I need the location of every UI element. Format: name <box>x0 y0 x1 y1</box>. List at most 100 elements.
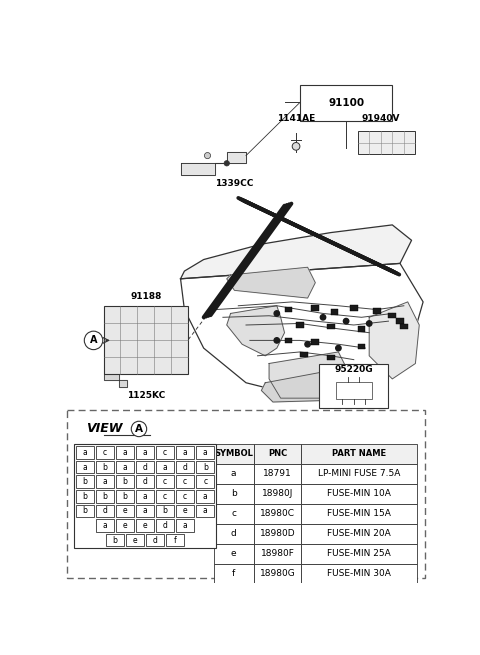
Text: c: c <box>183 477 187 486</box>
Bar <box>214 464 254 483</box>
Text: 91100: 91100 <box>328 98 364 108</box>
Bar <box>76 490 94 502</box>
Polygon shape <box>180 225 411 279</box>
Text: 91940V: 91940V <box>361 114 400 123</box>
Text: FUSE-MIN 10A: FUSE-MIN 10A <box>327 489 391 498</box>
Text: d: d <box>143 477 147 486</box>
Bar <box>136 505 154 517</box>
Text: e: e <box>123 521 127 530</box>
Circle shape <box>367 321 372 326</box>
Text: 18980C: 18980C <box>260 509 295 518</box>
Bar <box>214 523 254 544</box>
Text: d: d <box>231 529 237 538</box>
Text: b: b <box>83 492 87 501</box>
Bar <box>214 483 254 504</box>
Text: d: d <box>153 536 157 545</box>
Text: b: b <box>83 506 87 515</box>
Bar <box>350 305 358 310</box>
Bar <box>156 461 174 474</box>
Bar <box>214 564 254 584</box>
Text: a: a <box>203 448 207 457</box>
Text: a: a <box>83 448 87 457</box>
Polygon shape <box>227 267 315 298</box>
Bar <box>254 504 301 523</box>
Text: f: f <box>174 536 177 545</box>
Bar <box>214 443 254 464</box>
Bar <box>312 339 319 345</box>
Bar <box>196 476 214 488</box>
Circle shape <box>305 341 310 347</box>
Text: a: a <box>203 492 207 501</box>
Bar <box>396 318 404 324</box>
Text: a: a <box>103 477 108 486</box>
Polygon shape <box>104 373 127 387</box>
Text: 91188: 91188 <box>130 292 162 301</box>
Polygon shape <box>227 306 285 356</box>
Text: d: d <box>163 521 168 530</box>
Bar <box>301 564 417 584</box>
Text: FUSE-MIN 30A: FUSE-MIN 30A <box>327 569 391 578</box>
Bar <box>301 443 417 464</box>
Bar <box>358 344 365 349</box>
Text: VIEW: VIEW <box>86 422 123 436</box>
Text: a: a <box>83 462 87 472</box>
Text: c: c <box>183 492 187 501</box>
Bar <box>254 564 301 584</box>
Text: a: a <box>183 521 188 530</box>
Text: a: a <box>143 492 147 501</box>
Bar <box>136 490 154 502</box>
Bar <box>176 519 194 532</box>
Bar <box>156 446 174 458</box>
Circle shape <box>204 153 211 159</box>
Bar <box>301 464 417 483</box>
Text: e: e <box>183 506 188 515</box>
Circle shape <box>320 314 326 320</box>
Bar <box>116 490 134 502</box>
Bar <box>126 534 144 546</box>
Circle shape <box>224 160 229 166</box>
Circle shape <box>292 143 300 150</box>
Bar <box>96 490 114 502</box>
Bar <box>176 476 194 488</box>
Bar <box>301 523 417 544</box>
Bar <box>300 84 392 121</box>
Bar <box>196 505 214 517</box>
Bar <box>327 324 335 329</box>
Bar <box>196 461 214 474</box>
Text: 18980G: 18980G <box>260 569 296 578</box>
Bar <box>214 504 254 523</box>
Text: a: a <box>143 506 147 515</box>
Circle shape <box>84 331 103 350</box>
Polygon shape <box>269 352 346 398</box>
Text: 18980F: 18980F <box>261 549 295 558</box>
Text: c: c <box>163 492 167 501</box>
Bar <box>136 461 154 474</box>
Text: c: c <box>163 448 167 457</box>
Bar <box>301 483 417 504</box>
Text: b: b <box>163 506 168 515</box>
Circle shape <box>131 421 147 437</box>
Bar <box>254 464 301 483</box>
Bar <box>331 309 338 314</box>
Bar <box>196 490 214 502</box>
Text: e: e <box>143 521 147 530</box>
Text: 95220G: 95220G <box>335 365 373 374</box>
Text: b: b <box>123 477 128 486</box>
Text: A: A <box>135 424 143 434</box>
Bar <box>358 131 415 154</box>
Text: b: b <box>203 462 208 472</box>
Polygon shape <box>180 263 423 394</box>
Text: a: a <box>123 462 128 472</box>
Text: a: a <box>143 448 147 457</box>
Bar <box>358 326 365 331</box>
Circle shape <box>274 338 279 343</box>
Bar <box>327 354 335 360</box>
Text: e: e <box>123 506 127 515</box>
Bar <box>76 446 94 458</box>
Text: 18980J: 18980J <box>262 489 293 498</box>
Circle shape <box>343 318 349 324</box>
Text: 1141AE: 1141AE <box>277 114 315 123</box>
Bar <box>67 409 425 578</box>
Text: d: d <box>103 506 108 515</box>
Bar <box>214 544 254 564</box>
